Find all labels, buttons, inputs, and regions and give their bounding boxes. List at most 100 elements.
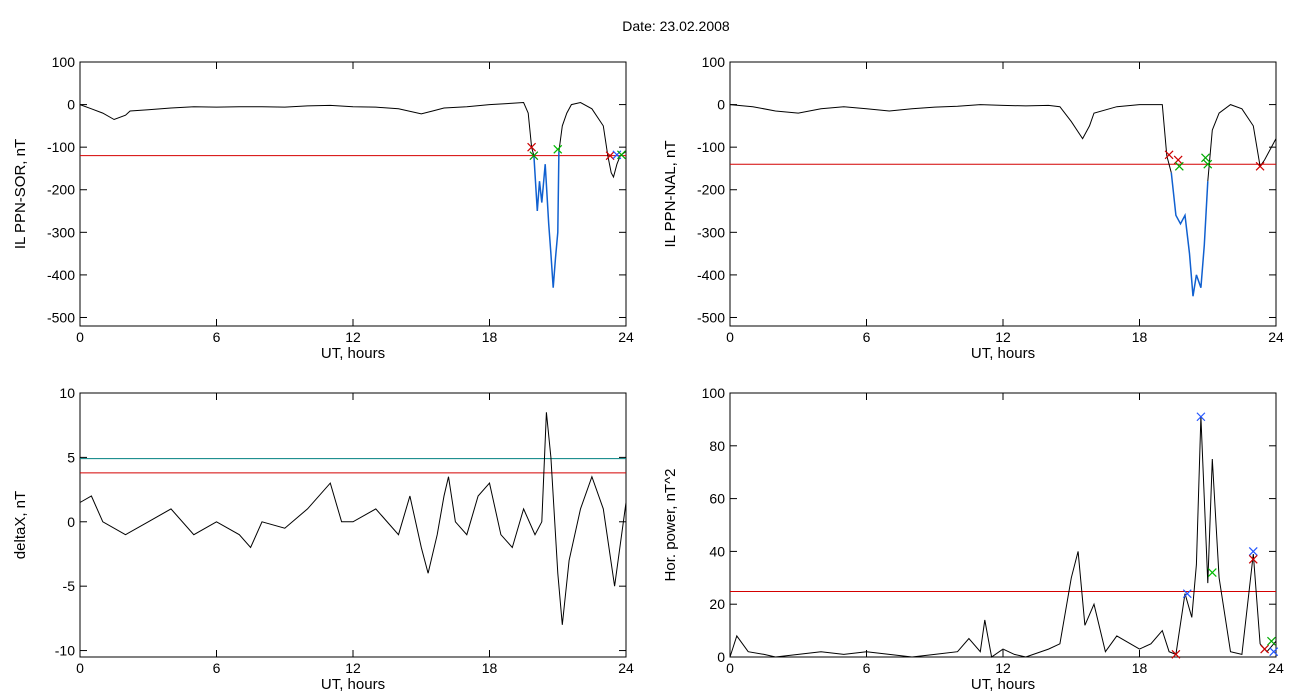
marker-stroke [1196,412,1206,422]
y-tick-label: 20 [709,596,725,612]
event-marker [1196,412,1206,422]
event-marker [1248,554,1258,564]
series-line [533,151,560,288]
series-line [79,101,535,156]
event-marker [553,144,563,154]
marker-stroke [1267,636,1276,646]
event-marker [1164,150,1174,160]
plot-frame [79,392,627,658]
event-marker [1171,649,1181,659]
x-tick-label: 6 [863,660,871,676]
x-tick-label: 12 [995,329,1011,345]
y-tick-label: -400 [47,267,75,283]
y-tick-label: 80 [709,438,725,454]
x-tick-label: 12 [345,329,361,345]
event-marker [1174,161,1184,171]
marker-stroke [1248,554,1258,564]
y-tick-label: 40 [709,543,725,559]
marker-stroke [1203,159,1213,169]
chart-panel-2: 0 6 12 18 24 100 0 -100 -200 -300 -400 -500 UT, hour… [662,54,1284,362]
event-marker [527,142,537,152]
y-tick-label: -200 [47,182,75,198]
event-marker [1207,568,1217,577]
y-tick-label: -100 [697,139,725,155]
x-tick-label: 18 [1132,329,1148,345]
plot-frame [729,392,1277,658]
event-marker [1201,153,1210,163]
event-marker [617,150,626,160]
series-line [1207,104,1277,182]
y-axis-label: deltaX, nT [12,491,29,559]
x-tick-label: 24 [1268,329,1284,345]
y-axis-label: Hor. power, nT^2 [662,469,679,582]
event-marker [1248,546,1258,556]
marker-stroke [617,150,626,160]
event-marker [1182,589,1192,599]
x-tick-label: 24 [618,660,634,676]
chart-panel-1: 0 6 12 18 24 100 0 -100 -200 -300 -400 -500 UT, hour… [12,54,634,362]
marker-stroke [1174,161,1184,171]
y-tick-label: 10 [59,385,75,401]
marker-stroke [529,151,539,161]
y-tick-label: -500 [697,309,725,325]
y-tick-label: -400 [697,267,725,283]
page-title: Date: 23.02.2008 [622,18,730,34]
y-tick-label: 100 [702,54,726,70]
series-line [729,104,1172,173]
x-axis-label: UT, hours [321,676,385,693]
x-axis-label: UT, hours [321,345,385,362]
x-axis-label: UT, hours [971,345,1035,362]
x-tick-label: 0 [76,329,84,345]
marker-stroke [1182,589,1192,599]
y-tick-label: 0 [67,514,75,530]
series-line [558,101,627,179]
marker-stroke [1164,150,1174,160]
marker-stroke [527,142,537,152]
x-axis-label: UT, hours [971,676,1035,693]
x-tick-label: 6 [213,660,221,676]
event-marker [612,150,622,160]
y-tick-label: 0 [717,97,725,113]
y-tick-label: 100 [702,385,726,401]
x-tick-label: 6 [213,329,221,345]
y-tick-label: -300 [47,224,75,240]
event-marker [1260,644,1270,654]
y-tick-label: -300 [697,224,725,240]
x-tick-label: 18 [482,329,498,345]
series-line [79,412,627,625]
marker-stroke [553,144,563,154]
marker-stroke [1171,649,1181,659]
marker-stroke [1269,647,1279,657]
y-tick-label: -10 [55,643,75,659]
plot-frame [79,61,627,327]
x-tick-label: 24 [1268,660,1284,676]
y-tick-label: 100 [52,54,76,70]
x-tick-label: 18 [482,660,498,676]
y-tick-label: -200 [697,182,725,198]
event-marker [1203,159,1213,169]
x-tick-label: 12 [995,660,1011,676]
y-tick-label: 0 [717,649,725,665]
marker-stroke [1201,153,1210,163]
marker-stroke [1207,568,1217,577]
event-marker [1255,161,1265,171]
x-tick-label: 0 [726,329,734,345]
marker-stroke [1255,161,1265,171]
chart-panel-3: 0 6 12 18 24 10 5 0 -5 -10 UT, hours deltaX, nT [12,385,634,693]
x-tick-label: 0 [726,660,734,676]
x-tick-label: 12 [345,660,361,676]
marker-stroke [605,151,615,161]
y-tick-label: -100 [47,139,75,155]
y-tick-label: 5 [67,449,75,465]
y-tick-label: 0 [67,97,75,113]
y-tick-label: -5 [63,578,76,594]
x-tick-label: 6 [863,329,871,345]
y-tick-label: -500 [47,309,75,325]
series-line [729,416,1277,658]
y-axis-label: IL PPN-SOR, nT [12,139,29,249]
y-tick-label: 60 [709,491,725,507]
x-tick-label: 0 [76,660,84,676]
y-axis-label: IL PPN-NAL, nT [662,141,679,248]
x-tick-label: 18 [1132,660,1148,676]
event-marker [1267,636,1276,646]
